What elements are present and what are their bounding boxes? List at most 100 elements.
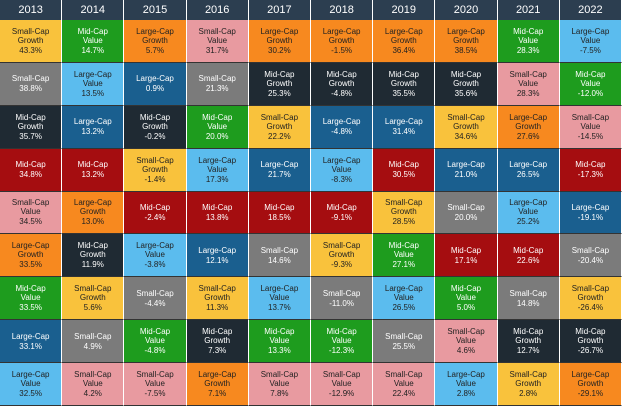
asset-name: Mid-Cap Growth: [139, 112, 171, 131]
year-header: 2014: [62, 0, 125, 20]
asset-name: Mid-Cap Value: [388, 241, 419, 260]
asset-return: 34.6%: [454, 131, 478, 141]
year-header: 2013: [0, 0, 63, 20]
asset-return: 31.4%: [392, 127, 416, 137]
asset-return: -11.0%: [329, 298, 354, 308]
asset-name: Small-Cap Growth: [11, 26, 50, 45]
asset-cell: Small-Cap Growth -1.4%: [124, 148, 187, 192]
asset-return: 13.8%: [205, 212, 229, 222]
asset-name: Mid-Cap Growth: [388, 69, 419, 88]
asset-return: 2.8%: [519, 389, 538, 399]
asset-name: Mid-Cap: [264, 202, 295, 212]
asset-name: Small-Cap Value: [509, 69, 547, 88]
asset-return: 14.6%: [268, 255, 291, 265]
asset-return: 7.3%: [208, 346, 227, 356]
asset-return: -20.4%: [577, 255, 604, 265]
year-header: 2016: [186, 0, 249, 20]
asset-name: Small-Cap Value: [385, 370, 423, 389]
asset-cell: Large-Cap 33.1%: [0, 320, 63, 364]
asset-cell: Small-Cap Growth 43.3%: [0, 20, 63, 63]
asset-name: Large-Cap Value: [198, 155, 237, 174]
asset-return: 38.5%: [454, 45, 478, 55]
asset-return: -1.5%: [331, 45, 353, 55]
asset-cell: Small-Cap Growth 2.8%: [497, 363, 560, 406]
asset-cell: Large-Cap Value -8.3%: [311, 148, 374, 192]
asset-return: -14.5%: [577, 131, 604, 141]
asset-return: 13.2%: [81, 170, 105, 180]
asset-return: 4.6%: [456, 346, 476, 356]
asset-return: 18.5%: [268, 212, 291, 222]
asset-cell: Large-Cap Growth 30.2%: [248, 20, 311, 63]
asset-cell: Small-Cap 21.3%: [186, 62, 249, 106]
asset-cell: Small-Cap Growth -9.3%: [311, 234, 374, 278]
asset-cell: Mid-Cap 17.1%: [435, 234, 498, 278]
asset-return: 14.7%: [81, 45, 105, 55]
asset-name: Mid-Cap Growth: [264, 69, 295, 88]
asset-name: Large-Cap Growth: [322, 26, 361, 45]
asset-return: 12.7%: [516, 346, 540, 356]
asset-return: -29.1%: [577, 389, 604, 399]
asset-name: Large-Cap: [384, 117, 423, 127]
asset-cell: Large-Cap Value 32.5%: [0, 363, 63, 406]
asset-name: Mid-Cap Growth: [513, 327, 544, 346]
asset-return: -1.4%: [144, 174, 166, 184]
asset-cell: Large-Cap 0.9%: [124, 62, 187, 106]
asset-name: Mid-Cap: [575, 160, 606, 170]
asset-cell: Mid-Cap Growth 12.7%: [497, 320, 560, 364]
asset-cell: Small-Cap 14.8%: [497, 277, 560, 321]
asset-cell: Large-Cap Value 17.3%: [186, 148, 249, 192]
asset-cell: Small-Cap -20.4%: [559, 234, 622, 278]
asset-return: 17.1%: [454, 255, 478, 265]
asset-return: 28.3%: [516, 45, 540, 55]
asset-name: Small-Cap Growth: [509, 370, 547, 389]
asset-cell: Small-Cap Value 7.8%: [248, 363, 311, 406]
asset-cell: Mid-Cap Growth 7.3%: [186, 320, 249, 364]
asset-name: Mid-Cap Growth: [202, 327, 233, 346]
year-header: 2020: [435, 0, 498, 20]
asset-return: -12.3%: [328, 346, 355, 356]
asset-name: Mid-Cap Growth: [326, 69, 357, 88]
asset-cell: Large-Cap Value 13.5%: [62, 62, 125, 106]
asset-cell: Small-Cap Value -14.5%: [559, 105, 622, 149]
asset-return: -12.0%: [577, 88, 604, 98]
asset-name: Large-Cap Growth: [11, 241, 50, 260]
asset-cell: Mid-Cap Value 27.1%: [373, 234, 436, 278]
asset-cell: Small-Cap Value 34.5%: [0, 191, 63, 235]
asset-cell: Large-Cap Value 2.8%: [435, 363, 498, 406]
asset-cell: Small-Cap -11.0%: [311, 277, 374, 321]
year-header: 2019: [373, 0, 436, 20]
asset-cell: Mid-Cap 13.2%: [62, 148, 125, 192]
asset-return: -7.5%: [144, 389, 166, 399]
asset-name: Mid-Cap: [513, 245, 544, 255]
asset-return: -0.2%: [144, 131, 166, 141]
asset-name: Large-Cap Value: [322, 155, 361, 174]
year-header: 2017: [248, 0, 311, 20]
asset-return: 12.1%: [205, 255, 229, 265]
asset-name: Mid-Cap: [326, 202, 357, 212]
asset-name: Large-Cap Growth: [447, 26, 485, 45]
asset-name: Small-Cap: [198, 74, 236, 84]
asset-name: Small-Cap Value: [260, 370, 299, 389]
asset-name: Small-Cap Growth: [571, 284, 610, 303]
asset-return: 13.7%: [268, 303, 291, 313]
asset-name: Small-Cap Growth: [260, 112, 299, 131]
asset-return: 13.3%: [268, 346, 291, 356]
asset-return: 28.3%: [516, 88, 540, 98]
asset-return: 25.5%: [392, 341, 416, 351]
asset-cell: Small-Cap Value 31.7%: [186, 20, 249, 63]
asset-name: Small-Cap Value: [447, 327, 485, 346]
asset-name: Large-Cap Growth: [384, 26, 423, 45]
asset-cell: Large-Cap Growth 5.7%: [124, 20, 187, 63]
asset-name: Mid-Cap: [15, 160, 46, 170]
asset-name: Large-Cap Value: [571, 26, 610, 45]
asset-name: Mid-Cap Value: [139, 327, 171, 346]
asset-cell: Large-Cap -4.8%: [311, 105, 374, 149]
asset-cell: Large-Cap 21.7%: [248, 148, 311, 192]
asset-return: 33.1%: [19, 341, 42, 351]
asset-cell: Large-Cap 31.4%: [373, 105, 436, 149]
asset-cell: Small-Cap Growth 11.3%: [186, 277, 249, 321]
asset-cell: Large-Cap Value 13.7%: [248, 277, 311, 321]
asset-cell: Large-Cap 13.2%: [62, 105, 125, 149]
asset-return: 34.8%: [19, 170, 42, 180]
asset-name: Small-Cap: [136, 288, 174, 298]
